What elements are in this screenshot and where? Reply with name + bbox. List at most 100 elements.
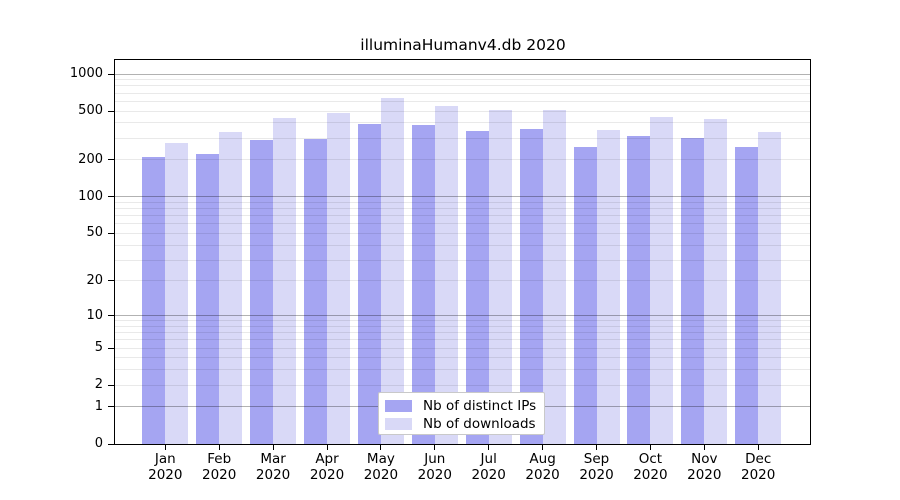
bar-downloads <box>488 109 512 444</box>
bar-distinct-ips <box>196 153 220 444</box>
grid-line-minor <box>115 244 810 246</box>
grid-line-minor <box>115 137 810 139</box>
bar-distinct-ips <box>735 147 759 444</box>
legend-label-distinct-ips: Nb of distinct IPs <box>423 398 537 414</box>
bar-distinct-ips <box>573 147 597 444</box>
bar-downloads <box>758 131 782 444</box>
grid-line-minor <box>115 223 810 225</box>
grid-line-minor <box>115 159 810 161</box>
grid-line-minor <box>115 122 810 124</box>
x-tick-label: Nov 2020 <box>687 451 722 483</box>
grid-line-minor <box>115 110 810 112</box>
y-tick-label: 1000 <box>69 66 103 81</box>
x-axis-tick <box>596 445 597 450</box>
y-axis-tick <box>108 315 114 317</box>
grid-line-minor <box>115 208 810 210</box>
grid-line-major <box>115 315 810 317</box>
grid-layer <box>115 60 810 444</box>
x-tick-label: Feb 2020 <box>202 451 237 483</box>
bar-distinct-ips <box>681 138 705 444</box>
x-axis-tick <box>542 445 544 450</box>
bar-downloads <box>704 119 728 444</box>
legend-item-distinct-ips: Nb of distinct IPs <box>385 397 544 415</box>
x-tick-label: Jul 2020 <box>471 451 506 483</box>
y-tick-label: 500 <box>78 103 103 119</box>
y-tick-label: 100 <box>78 188 103 204</box>
x-axis-tick <box>326 445 328 450</box>
grid-line-minor <box>115 369 810 371</box>
plot-area <box>114 59 811 445</box>
grid-line-minor <box>115 357 810 359</box>
legend-label-downloads: Nb of downloads <box>423 416 536 432</box>
grid-line-minor <box>115 232 810 234</box>
grid-line-minor <box>115 259 810 261</box>
grid-line-minor <box>115 79 810 81</box>
y-axis-tick <box>108 232 114 234</box>
grid-line-minor <box>115 201 810 203</box>
grid-line-minor <box>115 85 810 87</box>
grid-line-major <box>115 196 810 198</box>
grid-line-minor <box>115 325 810 327</box>
y-tick-label: 10 <box>86 307 103 323</box>
bar-distinct-ips <box>304 139 327 444</box>
x-axis-tick <box>380 445 382 450</box>
y-axis-tick <box>108 110 114 112</box>
y-axis-tick <box>108 73 114 75</box>
x-tick-label: Dec 2020 <box>741 451 776 483</box>
y-axis-tick <box>108 159 114 161</box>
x-axis-tick <box>488 445 490 450</box>
bar-downloads <box>542 110 566 444</box>
grid-line-minor <box>115 384 810 386</box>
y-tick-label: 200 <box>78 151 103 167</box>
bar-downloads <box>434 106 458 444</box>
y-tick-label: 50 <box>86 225 103 241</box>
chart-title: illuminaHumanv4.db 2020 <box>360 36 566 54</box>
bar-distinct-ips <box>411 125 435 444</box>
y-tick-label: 0 <box>94 436 103 451</box>
bar-distinct-ips <box>627 135 651 444</box>
y-tick-label: 2 <box>94 377 103 393</box>
grid-line-major <box>115 73 810 75</box>
x-tick-label: Apr 2020 <box>309 451 345 483</box>
bar-downloads <box>219 131 243 444</box>
bar-distinct-ips <box>519 128 543 444</box>
y-axis-tick <box>108 443 114 445</box>
x-tick-label: Sep 2020 <box>579 451 614 483</box>
x-axis-tick <box>649 445 651 450</box>
bar-downloads <box>650 116 674 444</box>
bar-downloads <box>165 142 189 444</box>
grid-line-minor <box>115 92 810 94</box>
bar-downloads <box>596 129 620 444</box>
grid-line-minor <box>115 100 810 102</box>
x-axis-tick <box>757 445 759 450</box>
grid-line-minor <box>115 332 810 334</box>
bar-distinct-ips <box>250 140 274 444</box>
y-axis-tick <box>108 406 114 408</box>
grid-line-minor <box>115 280 810 282</box>
legend-swatch-distinct-ips <box>385 400 412 412</box>
grid-line-minor <box>115 347 810 349</box>
legend: Nb of distinct IPs Nb of downloads <box>378 392 545 435</box>
x-tick-label: Oct 2020 <box>633 451 668 483</box>
y-axis-tick <box>108 280 114 282</box>
bar-downloads <box>273 118 297 444</box>
grid-line-minor <box>115 215 810 217</box>
bar-distinct-ips <box>142 156 166 444</box>
grid-line-minor <box>115 339 810 341</box>
bar-distinct-ips <box>357 124 381 444</box>
x-tick-label: May 2020 <box>363 451 399 483</box>
x-axis-tick <box>434 445 436 450</box>
x-tick-label: Mar 2020 <box>255 451 291 483</box>
x-axis-tick <box>218 445 220 450</box>
x-tick-label: Aug 2020 <box>525 451 560 483</box>
y-tick-label: 1 <box>94 398 103 414</box>
y-axis-tick <box>108 384 114 386</box>
bars-layer <box>115 60 810 444</box>
y-tick-label: 20 <box>86 272 103 288</box>
x-tick-label: Jan 2020 <box>148 451 183 483</box>
bar-downloads <box>327 113 350 444</box>
bar-distinct-ips <box>465 130 489 444</box>
bar-downloads <box>380 98 404 444</box>
legend-item-downloads: Nb of downloads <box>385 415 544 433</box>
